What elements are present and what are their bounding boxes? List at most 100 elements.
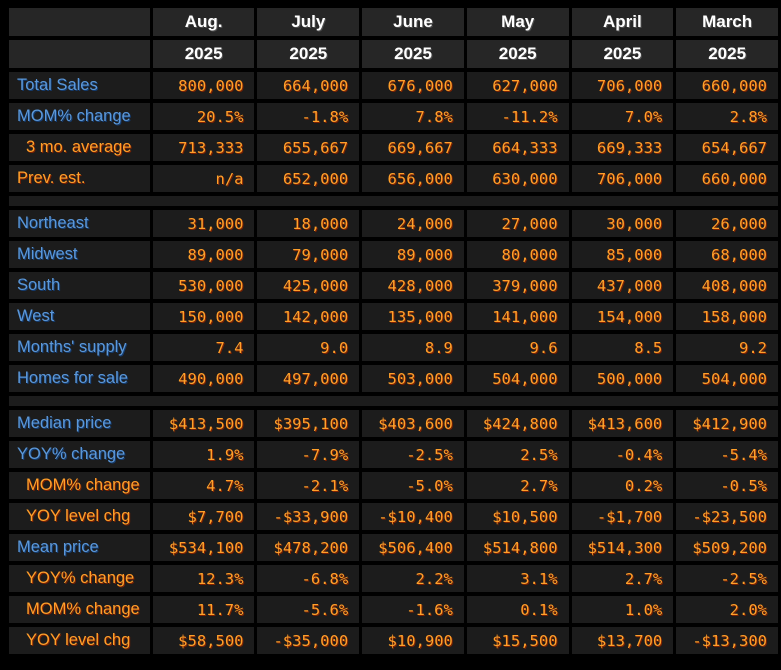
data-cell: $412,900 xyxy=(676,410,778,437)
data-cell: 11.7% xyxy=(152,596,255,623)
table-row: Midwest 89,000 79,000 89,000 80,000 85,000 68,… xyxy=(9,241,778,268)
data-cell: 135,000 xyxy=(362,303,464,330)
data-cell: $395,100 xyxy=(257,410,360,437)
table-row: Total Sales 800,000 664,000 676,000 627,000 7… xyxy=(9,72,778,99)
data-cell: 7.4 xyxy=(152,334,255,361)
data-cell: 664,333 xyxy=(466,134,569,161)
data-cell: $10,900 xyxy=(362,627,464,654)
section-separator-band xyxy=(9,196,778,206)
data-cell: 669,333 xyxy=(571,134,674,161)
data-cell: -$10,400 xyxy=(362,503,464,530)
data-cell: $58,500 xyxy=(152,627,255,654)
data-cell: 504,000 xyxy=(466,365,569,392)
data-cell: $413,600 xyxy=(571,410,674,437)
data-cell: 7.0% xyxy=(571,103,674,130)
data-cell: $10,500 xyxy=(466,503,569,530)
data-cell: -1.6% xyxy=(362,596,464,623)
data-cell: 627,000 xyxy=(466,72,569,99)
data-cell: -1.8% xyxy=(257,103,360,130)
data-cell: 141,000 xyxy=(466,303,569,330)
table-row: YOY% change 1.9% -7.9% -2.5% 2.5% -0.4% -5.4% xyxy=(9,441,778,468)
row-label: Northeast xyxy=(9,210,150,237)
data-cell: 2.8% xyxy=(676,103,778,130)
data-cell: 12.3% xyxy=(152,565,255,592)
table-row: YOY level chg $7,700 -$33,900 -$10,400 $10,5… xyxy=(9,503,778,530)
data-cell: -2.5% xyxy=(676,565,778,592)
data-cell: 2.7% xyxy=(571,565,674,592)
row-label: MOM% change xyxy=(9,103,150,130)
data-cell: 9.0 xyxy=(257,334,360,361)
data-cell: 0.1% xyxy=(466,596,569,623)
column-header-month: Aug. xyxy=(152,8,255,36)
corner-cell xyxy=(9,40,150,68)
data-cell: 669,667 xyxy=(362,134,464,161)
header-row-year: 2025 2025 2025 2025 2025 2025 xyxy=(9,40,778,68)
row-label: Median price xyxy=(9,410,150,437)
data-cell: 664,000 xyxy=(257,72,360,99)
corner-cell xyxy=(9,8,150,36)
data-cell: -6.8% xyxy=(257,565,360,592)
table-row: South 530,000 425,000 428,000 379,000 437,000… xyxy=(9,272,778,299)
column-header-year: 2025 xyxy=(362,40,464,68)
data-cell: $534,100 xyxy=(152,534,255,561)
row-label: South xyxy=(9,272,150,299)
data-cell: 2.0% xyxy=(676,596,778,623)
data-cell: 428,000 xyxy=(362,272,464,299)
data-cell: 154,000 xyxy=(571,303,674,330)
data-cell: -11.2% xyxy=(466,103,569,130)
data-cell: 530,000 xyxy=(152,272,255,299)
data-cell: 7.8% xyxy=(362,103,464,130)
data-cell: 9.2 xyxy=(676,334,778,361)
data-cell: 85,000 xyxy=(571,241,674,268)
data-cell: 89,000 xyxy=(152,241,255,268)
data-cell: 652,000 xyxy=(257,165,360,192)
data-cell: $424,800 xyxy=(466,410,569,437)
data-cell: 3.1% xyxy=(466,565,569,592)
data-cell: 80,000 xyxy=(466,241,569,268)
data-cell: $7,700 xyxy=(152,503,255,530)
data-cell: 408,000 xyxy=(676,272,778,299)
data-cell: 500,000 xyxy=(571,365,674,392)
row-label: Midwest xyxy=(9,241,150,268)
data-cell: 89,000 xyxy=(362,241,464,268)
data-cell: 24,000 xyxy=(362,210,464,237)
column-header-year: 2025 xyxy=(152,40,255,68)
row-label: Mean price xyxy=(9,534,150,561)
column-header-month: April xyxy=(571,8,674,36)
column-header-month: May xyxy=(466,8,569,36)
data-cell: -$35,000 xyxy=(257,627,360,654)
column-header-month: July xyxy=(257,8,360,36)
column-header-year: 2025 xyxy=(466,40,569,68)
data-cell: 31,000 xyxy=(152,210,255,237)
column-header-year: 2025 xyxy=(257,40,360,68)
data-cell: 503,000 xyxy=(362,365,464,392)
section-separator xyxy=(9,396,778,406)
data-cell: 713,333 xyxy=(152,134,255,161)
table-row: Northeast 31,000 18,000 24,000 27,000 30,000 2… xyxy=(9,210,778,237)
table-row: Homes for sale 490,000 497,000 503,000 504,0… xyxy=(9,365,778,392)
data-cell: -2.1% xyxy=(257,472,360,499)
data-cell: -5.4% xyxy=(676,441,778,468)
data-cell: $514,800 xyxy=(466,534,569,561)
data-cell: 800,000 xyxy=(152,72,255,99)
column-header-year: 2025 xyxy=(571,40,674,68)
data-cell: 490,000 xyxy=(152,365,255,392)
row-label: Homes for sale xyxy=(9,365,150,392)
data-cell: -7.9% xyxy=(257,441,360,468)
data-cell: n/a xyxy=(152,165,255,192)
data-cell: 425,000 xyxy=(257,272,360,299)
data-cell: 656,000 xyxy=(362,165,464,192)
section-separator-band xyxy=(9,396,778,406)
data-cell: 660,000 xyxy=(676,72,778,99)
data-cell: 2.2% xyxy=(362,565,464,592)
data-cell: 8.9 xyxy=(362,334,464,361)
row-label: Prev. est. xyxy=(9,165,150,192)
table-row: YOY% change 12.3% -6.8% 2.2% 3.1% 2.7% -2.5% xyxy=(9,565,778,592)
data-cell: -$1,700 xyxy=(571,503,674,530)
table-body: Total Sales 800,000 664,000 676,000 627,000 7… xyxy=(9,72,778,654)
row-label: YOY% change xyxy=(9,565,150,592)
table-row: MOM% change 20.5% -1.8% 7.8% -11.2% 7.0% 2.8% xyxy=(9,103,778,130)
data-cell: 4.7% xyxy=(152,472,255,499)
row-label: 3 mo. average xyxy=(9,134,150,161)
data-cell: 1.9% xyxy=(152,441,255,468)
